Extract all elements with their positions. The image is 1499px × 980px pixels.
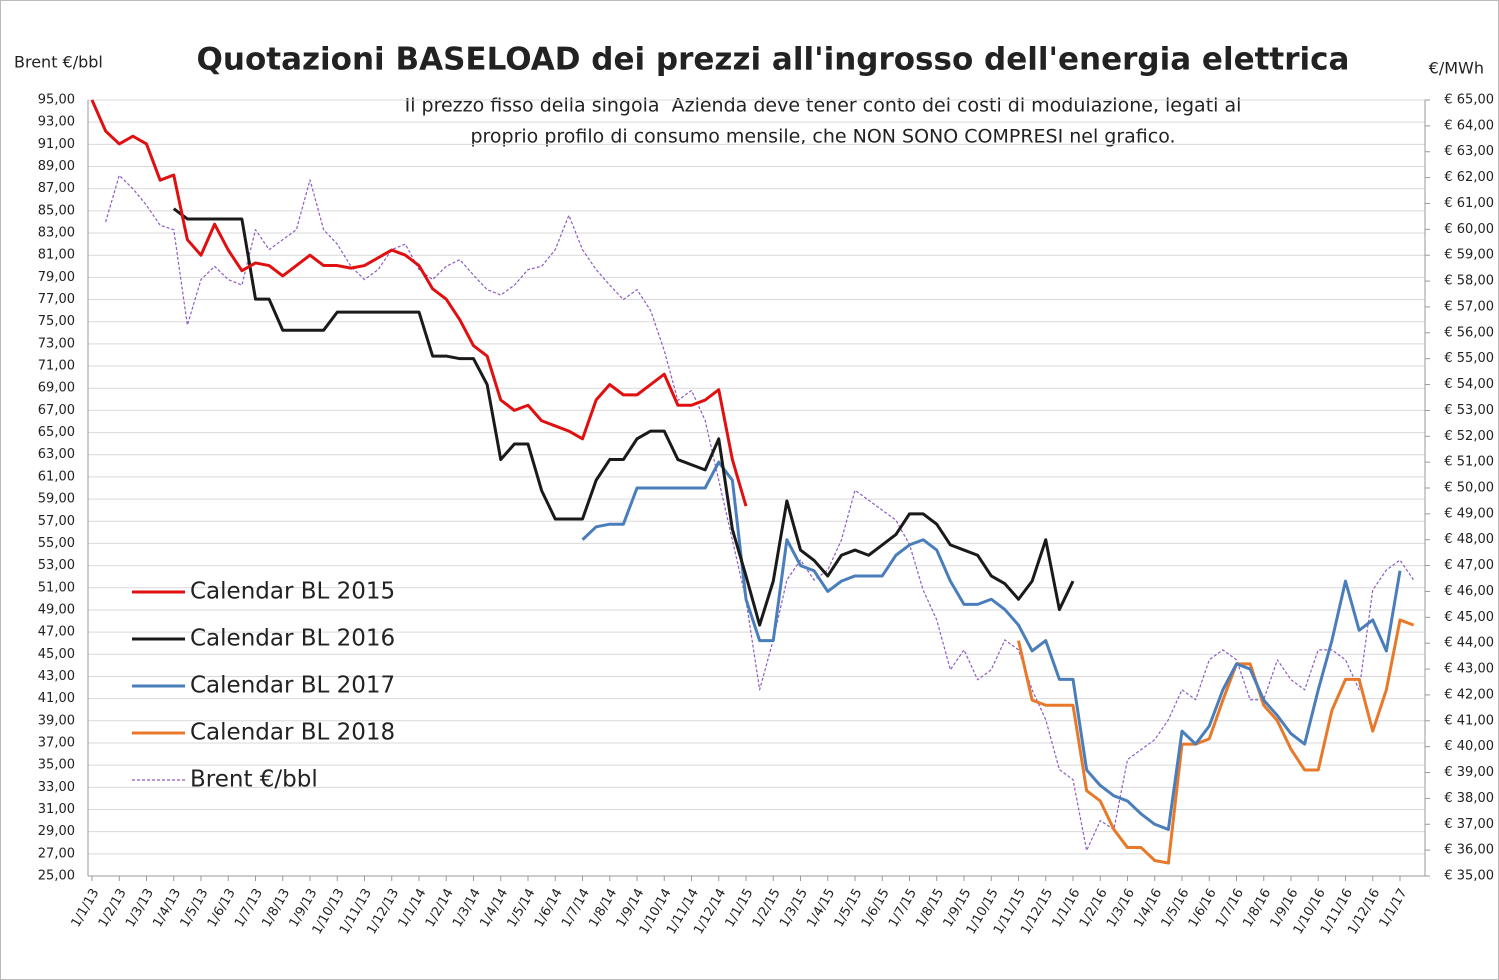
y-tick-label: 83,00 [38, 226, 75, 241]
annotation: Il prezzo fisso della singola Azienda de… [405, 95, 1242, 117]
y2-tick-label: € 59,00 [1444, 248, 1494, 263]
y2-tick-label: € 43,00 [1444, 662, 1494, 677]
y-tick-label: 77,00 [38, 292, 75, 307]
y-tick-label: 63,00 [38, 447, 75, 462]
legend-label: Brent €/bbl [190, 767, 318, 793]
y2-tick-label: € 54,00 [1444, 377, 1494, 392]
y2-tick-label: € 64,00 [1444, 118, 1494, 133]
y-tick-label: 75,00 [38, 314, 75, 329]
y-tick-label: 55,00 [38, 536, 75, 551]
series-line [581, 460, 1402, 831]
y2-tick-label: € 55,00 [1444, 351, 1494, 366]
y-tick-label: 67,00 [38, 403, 75, 418]
y-tick-label: 33,00 [38, 780, 75, 795]
series-line [90, 99, 748, 507]
y2-tick-label: € 47,00 [1444, 558, 1494, 573]
legend-label: Calendar BL 2018 [190, 720, 395, 746]
y-tick-label: 57,00 [38, 514, 75, 529]
y2-tick-label: € 42,00 [1444, 687, 1494, 702]
y-tick-label: 71,00 [38, 359, 75, 374]
y2-tick-label: € 48,00 [1444, 532, 1494, 547]
y-tick-label: 37,00 [38, 735, 75, 750]
y-tick-label: 39,00 [38, 713, 75, 728]
y2-tick-label: € 38,00 [1444, 791, 1494, 806]
y-tick-label: 29,00 [38, 824, 75, 839]
y2-tick-label: € 53,00 [1444, 403, 1494, 418]
y2-tick-label: € 40,00 [1444, 739, 1494, 754]
y2-tick-label: € 49,00 [1444, 506, 1494, 521]
y-tick-label: 43,00 [38, 669, 75, 684]
y2-tick-label: € 57,00 [1444, 299, 1494, 314]
y-tick-label: 79,00 [38, 270, 75, 285]
y2-tick-label: € 61,00 [1444, 196, 1494, 211]
series-line [105, 174, 1415, 852]
y-axis-label: Brent €/bbl [14, 53, 103, 72]
y-tick-label: 41,00 [38, 691, 75, 706]
y2-tick-label: € 41,00 [1444, 713, 1494, 728]
y2-tick-label: € 37,00 [1444, 817, 1494, 832]
y-tick-label: 87,00 [38, 181, 75, 196]
y2-axis-label: €/MWh [1429, 59, 1484, 78]
y-tick-label: 45,00 [38, 647, 75, 662]
y-tick-label: 69,00 [38, 381, 75, 396]
y2-tick-label: € 45,00 [1444, 610, 1494, 625]
y-tick-label: 59,00 [38, 492, 75, 507]
chart-title: Quotazioni BASELOAD dei prezzi all'ingro… [197, 42, 1350, 78]
legend-label: Calendar BL 2016 [190, 626, 395, 652]
y-tick-label: 51,00 [38, 580, 75, 595]
y-tick-label: 93,00 [38, 115, 75, 130]
y-tick-label: 89,00 [38, 159, 75, 174]
y-tick-label: 27,00 [38, 846, 75, 861]
y2-tick-label: € 39,00 [1444, 765, 1494, 780]
y2-tick-label: € 50,00 [1444, 481, 1494, 496]
y-tick-label: 47,00 [38, 625, 75, 640]
y-tick-label: 85,00 [38, 203, 75, 218]
y2-tick-label: € 44,00 [1444, 636, 1494, 651]
legend-label: Calendar BL 2015 [190, 579, 395, 605]
y-tick-label: 25,00 [38, 869, 75, 884]
y-tick-label: 61,00 [38, 469, 75, 484]
y-tick-label: 91,00 [38, 137, 75, 152]
y2-tick-label: € 51,00 [1444, 455, 1494, 470]
y2-tick-label: € 63,00 [1444, 144, 1494, 159]
y2-tick-label: € 58,00 [1444, 274, 1494, 289]
series-line [1017, 618, 1415, 865]
series-line [172, 207, 1075, 627]
legend-label: Calendar BL 2017 [190, 673, 395, 699]
y2-tick-label: € 65,00 [1444, 93, 1494, 108]
y2-tick-label: € 46,00 [1444, 584, 1494, 599]
y2-tick-label: € 56,00 [1444, 325, 1494, 340]
y-tick-label: 65,00 [38, 425, 75, 440]
y-tick-label: 73,00 [38, 336, 75, 351]
y-tick-label: 49,00 [38, 602, 75, 617]
y-tick-label: 31,00 [38, 802, 75, 817]
y2-tick-label: € 35,00 [1444, 869, 1494, 884]
y2-tick-label: € 36,00 [1444, 843, 1494, 858]
y2-tick-label: € 60,00 [1444, 222, 1494, 237]
y-tick-label: 35,00 [38, 758, 75, 773]
y-tick-label: 95,00 [38, 93, 75, 108]
y2-tick-label: € 62,00 [1444, 170, 1494, 185]
y-tick-label: 81,00 [38, 248, 75, 263]
annotation: proprio profilo di consumo mensile, che … [470, 126, 1175, 148]
y2-tick-label: € 52,00 [1444, 429, 1494, 444]
y-tick-label: 53,00 [38, 558, 75, 573]
